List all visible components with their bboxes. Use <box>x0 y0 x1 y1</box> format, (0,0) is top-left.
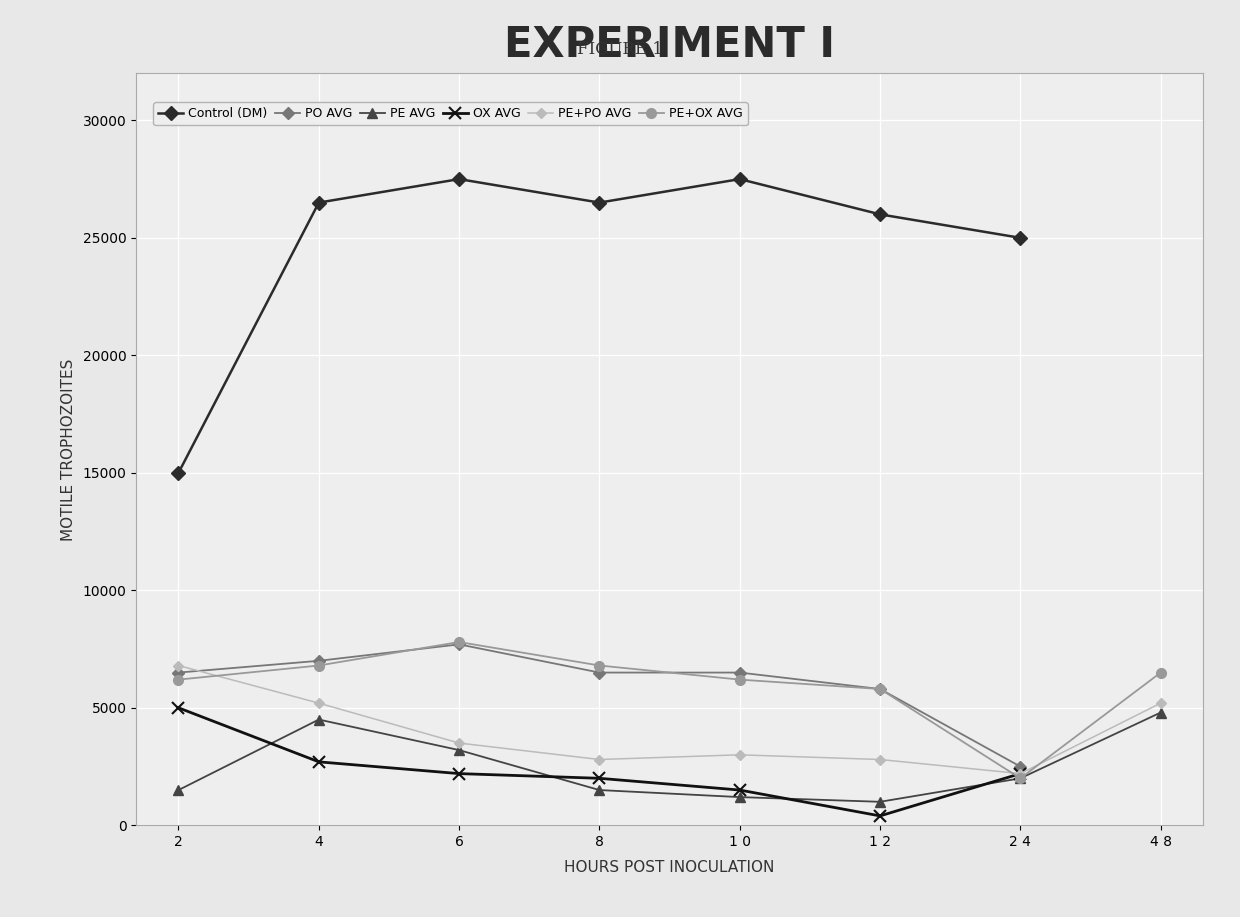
PO AVG <box>451 639 466 650</box>
Control (DM) <box>591 197 606 208</box>
Control (DM) <box>171 468 186 479</box>
Legend: Control (DM), PO AVG, PE AVG, OX AVG, PE+PO AVG, PE+OX AVG: Control (DM), PO AVG, PE AVG, OX AVG, PE… <box>154 102 748 125</box>
PO AVG <box>171 667 186 678</box>
PO AVG <box>591 667 606 678</box>
Line: OX AVG: OX AVG <box>172 702 1027 823</box>
PE+PO AVG <box>873 754 888 765</box>
OX AVG <box>1013 768 1028 779</box>
PE+OX AVG <box>451 636 466 647</box>
OX AVG <box>171 702 186 713</box>
X-axis label: HOURS POST INOCULATION: HOURS POST INOCULATION <box>564 860 775 875</box>
PE+OX AVG <box>1013 773 1028 784</box>
PE+OX AVG <box>873 683 888 694</box>
PE+PO AVG <box>733 749 748 760</box>
Line: Control (DM): Control (DM) <box>174 174 1025 478</box>
PE AVG <box>873 796 888 807</box>
Text: FIGURE 1: FIGURE 1 <box>577 41 663 59</box>
PO AVG <box>733 667 748 678</box>
PE+PO AVG <box>171 660 186 671</box>
PE+PO AVG <box>591 754 606 765</box>
OX AVG <box>733 785 748 796</box>
Line: PE+OX AVG: PE+OX AVG <box>174 637 1166 783</box>
OX AVG <box>591 773 606 784</box>
PE+OX AVG <box>591 660 606 671</box>
PE AVG <box>1153 707 1168 718</box>
Line: PO AVG: PO AVG <box>175 640 1024 770</box>
PE+PO AVG <box>1153 698 1168 709</box>
PE AVG <box>171 785 186 796</box>
Control (DM) <box>733 173 748 184</box>
Line: PE+PO AVG: PE+PO AVG <box>175 662 1164 777</box>
Control (DM) <box>311 197 326 208</box>
PE AVG <box>1013 773 1028 784</box>
Title: EXPERIMENT I: EXPERIMENT I <box>505 24 835 66</box>
Control (DM) <box>451 173 466 184</box>
Control (DM) <box>873 209 888 220</box>
Y-axis label: MOTILE TROPHOZOITES: MOTILE TROPHOZOITES <box>61 359 76 540</box>
PE AVG <box>591 785 606 796</box>
PE+PO AVG <box>451 737 466 748</box>
PE+OX AVG <box>1153 667 1168 678</box>
PE+PO AVG <box>311 698 326 709</box>
PO AVG <box>873 683 888 694</box>
PE+OX AVG <box>171 674 186 685</box>
PE AVG <box>451 745 466 756</box>
Control (DM) <box>1013 232 1028 243</box>
PE+PO AVG <box>1013 768 1028 779</box>
Line: PE AVG: PE AVG <box>174 708 1166 807</box>
PO AVG <box>1013 761 1028 772</box>
PE AVG <box>733 791 748 802</box>
OX AVG <box>451 768 466 779</box>
OX AVG <box>873 811 888 822</box>
OX AVG <box>311 757 326 768</box>
PE+OX AVG <box>311 660 326 671</box>
PO AVG <box>311 656 326 667</box>
PE AVG <box>311 714 326 725</box>
PE+OX AVG <box>733 674 748 685</box>
